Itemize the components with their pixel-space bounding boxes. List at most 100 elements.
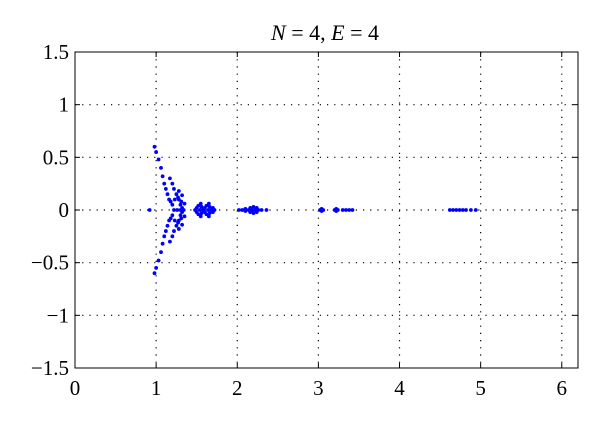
data-point: [207, 211, 212, 216]
data-point: [198, 214, 203, 219]
data-point: [176, 220, 180, 225]
data-point: [172, 187, 176, 191]
data-point: [199, 204, 204, 209]
data-point: [460, 208, 465, 212]
data-point: [172, 197, 177, 202]
data-point: [464, 208, 468, 212]
data-point: [259, 208, 264, 212]
data-point: [180, 222, 184, 227]
data-point: [176, 189, 181, 193]
data-point: [178, 202, 183, 207]
data-point: [347, 208, 352, 212]
y-tick-labels: −1.5 −1 −0.5 0 0.5 1 1.5: [31, 40, 69, 380]
data-point: [178, 213, 183, 218]
data-point: [251, 204, 256, 209]
data-point: [163, 229, 168, 233]
data-point: [180, 193, 184, 198]
data-point: [168, 216, 173, 221]
data-point: [165, 223, 170, 228]
data-point: [212, 208, 217, 212]
y-tick-label: 0.5: [43, 145, 69, 169]
data-point: [154, 266, 159, 270]
data-point: [181, 208, 186, 212]
data-point: [335, 208, 340, 212]
data-point: [179, 199, 184, 204]
chart-title: N = 4, E = 4: [270, 20, 379, 45]
data-point: [172, 229, 176, 233]
axis-ticks: [74, 51, 578, 369]
data-point: [174, 223, 179, 228]
data-point: [206, 208, 210, 212]
data-point: [447, 208, 452, 212]
data-point: [165, 192, 170, 197]
data-point: [154, 150, 159, 154]
data-point: [206, 214, 211, 219]
data-point: [152, 271, 157, 276]
data-point: [168, 239, 172, 244]
data-point: [170, 181, 175, 186]
data-point: [344, 208, 348, 212]
data-point: [152, 144, 157, 149]
data-point: [175, 208, 180, 212]
data-point: [168, 176, 172, 181]
data-point: [172, 208, 176, 212]
data-point: [198, 201, 203, 206]
data-point: [170, 202, 175, 207]
x-tick-label: 4: [394, 376, 405, 400]
x-tick-label: 5: [475, 376, 486, 400]
data-point: [454, 208, 459, 212]
data-point: [162, 234, 167, 239]
data-point: [469, 208, 473, 212]
data-point: [168, 199, 173, 204]
data-point: [340, 208, 345, 212]
x-tick-label: 3: [313, 376, 324, 400]
data-point: [182, 214, 187, 219]
data-point: [199, 211, 204, 216]
x-tick-label: 1: [151, 376, 162, 400]
data-point: [156, 157, 161, 162]
title-eq-n: = 4,: [286, 20, 331, 45]
data-point: [176, 227, 181, 231]
data-point: [256, 208, 261, 212]
x-tick-labels: 0 1 2 3 4 5 6: [70, 376, 567, 400]
data-point: [451, 208, 455, 212]
data-point: [174, 192, 179, 197]
x-tick-label: 0: [70, 376, 81, 400]
data-point: [179, 216, 184, 221]
data-point: [457, 208, 462, 212]
title-eq-e: = 4: [345, 20, 379, 45]
title-var-e: E: [330, 20, 345, 45]
data-point: [178, 208, 183, 212]
data-point: [240, 208, 245, 212]
title-var-n: N: [270, 20, 287, 45]
data-point: [243, 209, 248, 213]
data-point: [170, 234, 175, 239]
y-tick-label: −1.5: [31, 356, 69, 380]
data-point: [160, 174, 165, 179]
data-point: [159, 165, 163, 170]
y-tick-label: −0.5: [31, 251, 69, 275]
data-point: [206, 201, 211, 206]
data-point: [156, 258, 161, 263]
x-tick-label: 2: [232, 376, 243, 400]
data-point: [350, 208, 355, 212]
data-point: [473, 208, 478, 212]
data-point: [160, 241, 165, 246]
data-point: [182, 201, 187, 206]
data-point: [236, 208, 241, 212]
data-point: [147, 208, 152, 212]
data-point: [249, 208, 254, 212]
data-point: [207, 204, 212, 209]
data-point: [251, 211, 256, 216]
y-tick-label: 0: [59, 198, 70, 222]
data-point: [176, 195, 180, 200]
data-point: [159, 250, 163, 255]
y-tick-label: −1: [47, 303, 69, 327]
x-tick-label: 6: [557, 376, 568, 400]
data-point: [163, 187, 168, 191]
data-point: [321, 208, 326, 212]
data-point: [162, 181, 167, 186]
y-tick-label: 1.5: [43, 40, 69, 64]
y-tick-label: 1: [59, 93, 70, 117]
